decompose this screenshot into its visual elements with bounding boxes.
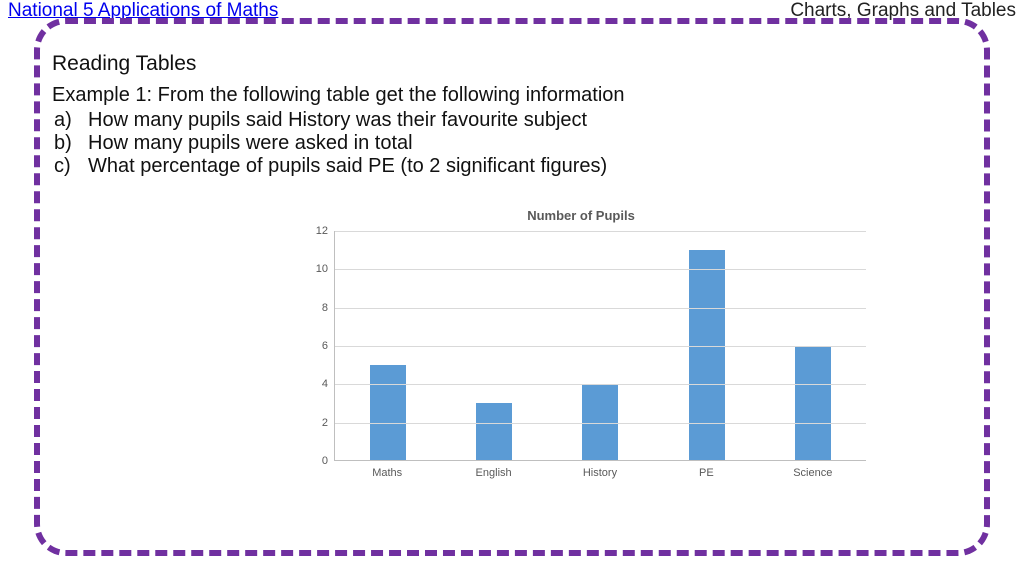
question-item: b)How many pupils were asked in total [54, 132, 972, 155]
question-text: How many pupils were asked in total [88, 132, 413, 155]
section-title: Reading Tables [52, 52, 972, 76]
chart-container: Number of Pupils 0 2 4 6 8 10 12 MathsEnglishH… [296, 208, 866, 479]
chart-gridline [335, 308, 866, 309]
chart-y-tick: 4 [322, 378, 328, 390]
chart-gridline [335, 231, 866, 232]
chart-x-label: English [440, 467, 546, 479]
chart-x-axis: MathsEnglishHistoryPEScience [334, 467, 866, 479]
question-text: How many pupils said History was their f… [88, 109, 587, 132]
chart-x-label: Science [760, 467, 866, 479]
chart-y-tick: 10 [316, 263, 328, 275]
chart-y-axis: 024681012 [296, 231, 334, 461]
question-text: What percentage of pupils said PE (to 2 … [88, 155, 607, 178]
chart-x-label: PE [653, 467, 759, 479]
question-item: a)How many pupils said History was their… [54, 109, 972, 132]
chart-gridline [335, 269, 866, 270]
chart-x-label: Maths [334, 467, 440, 479]
chart-y-tick: 8 [322, 302, 328, 314]
question-letter: c) [54, 155, 88, 178]
chart-y-tick: 0 [322, 455, 328, 467]
chart-bar [370, 365, 406, 460]
chart-title: Number of Pupils [296, 208, 866, 223]
chart-gridline [335, 346, 866, 347]
chart-plot-area [334, 231, 866, 461]
question-letter: b) [54, 132, 88, 155]
chart-y-tick: 2 [322, 417, 328, 429]
question-list: a)How many pupils said History was their… [54, 109, 972, 178]
chart-gridline [335, 384, 866, 385]
chart-y-tick: 6 [322, 340, 328, 352]
page-header-right: Charts, Graphs and Tables [790, 0, 1016, 22]
chart-gridline [335, 423, 866, 424]
chart-bar [476, 403, 512, 460]
chart-y-tick: 12 [316, 225, 328, 237]
chart-bar [795, 346, 831, 461]
chart-x-label: History [547, 467, 653, 479]
chart-bar [689, 250, 725, 460]
page-header-left: National 5 Applications of Maths [8, 0, 278, 22]
content-area: Reading Tables Example 1: From the follo… [52, 52, 972, 178]
question-letter: a) [54, 109, 88, 132]
question-item: c)What percentage of pupils said PE (to … [54, 155, 972, 178]
example-intro: Example 1: From the following table get … [52, 84, 972, 107]
